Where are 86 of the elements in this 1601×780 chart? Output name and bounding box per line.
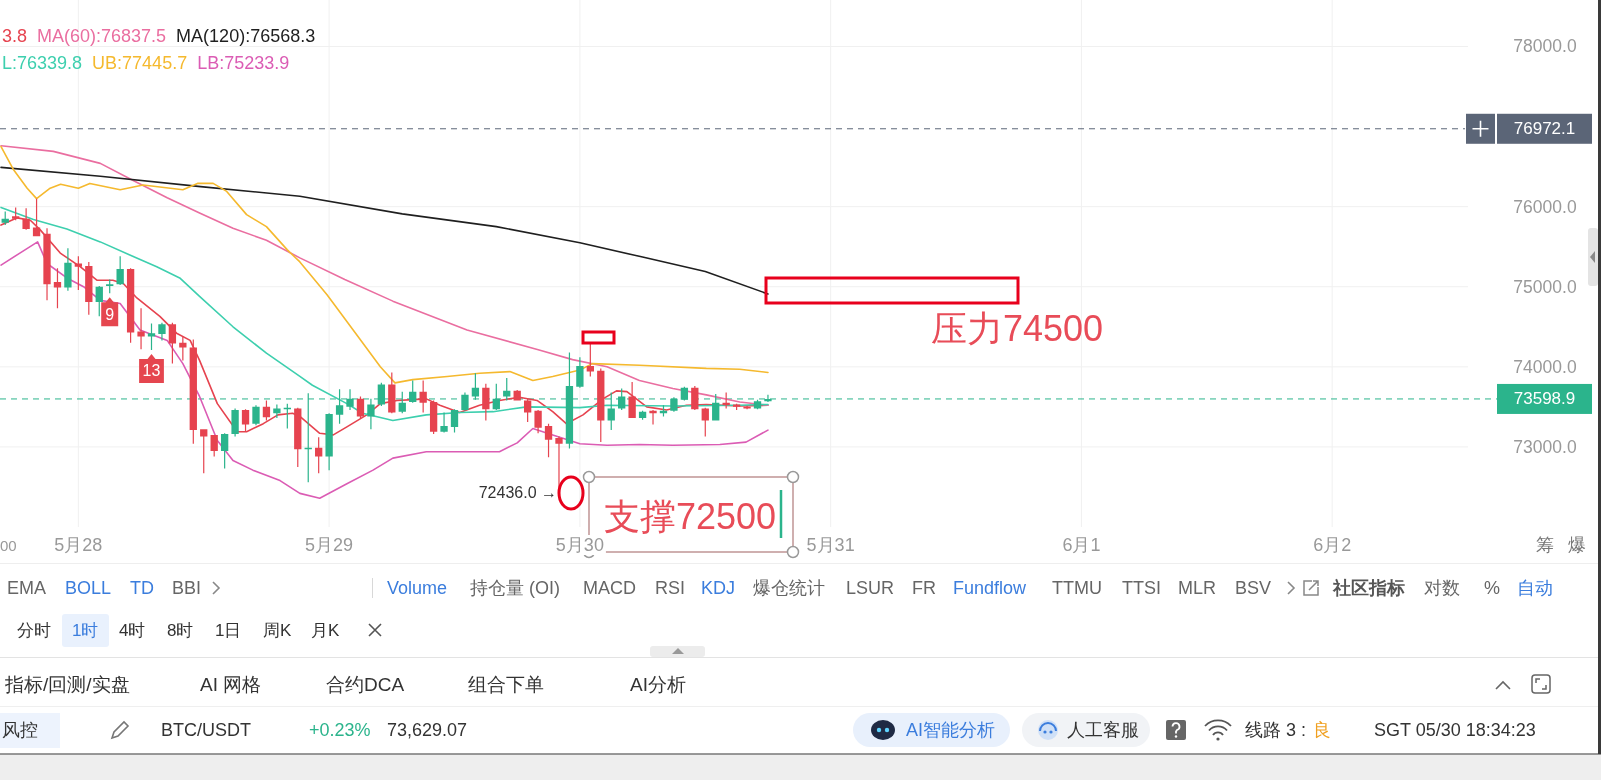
y-tick-label: 75000.0 <box>1513 276 1577 297</box>
y-tick-label: 78000.0 <box>1513 36 1577 57</box>
text: BOLL <box>65 578 112 598</box>
text: 分时 <box>17 620 51 640</box>
annotation: 9 <box>105 305 115 323</box>
text: 爆仓统计 <box>753 578 825 598</box>
text: 人工客服 <box>1067 720 1139 740</box>
candlestick <box>231 408 239 437</box>
text: 持仓量 (OI) <box>470 578 560 598</box>
ref-line-label: 76972.1 <box>1513 119 1576 139</box>
candlestick <box>482 383 490 421</box>
candlestick <box>43 228 51 301</box>
text: 月K <box>311 620 340 640</box>
text: Fundflow <box>953 578 1028 598</box>
candlestick <box>64 248 72 291</box>
candlestick <box>137 308 145 350</box>
text: % <box>1484 578 1501 598</box>
candlestick <box>732 403 741 411</box>
candlestick <box>325 413 333 471</box>
text: 00 <box>0 536 17 554</box>
text: AI智能分析 <box>906 720 996 740</box>
x-tick-label: 5月28 <box>54 535 103 555</box>
text: L:76339.8 <box>2 53 83 73</box>
annotation: 压力74500 <box>931 307 1104 349</box>
text: LB:75233.9 <box>197 53 290 73</box>
text: AI分析 <box>630 673 686 695</box>
text: AI 网格 <box>200 673 262 695</box>
text: SGT 05/30 18:34:23 <box>1374 720 1536 740</box>
text: TTSI <box>1122 578 1161 598</box>
x-tick-label: 5月30 <box>555 535 604 555</box>
candlestick <box>628 382 636 419</box>
text: 指标/回测/实盘 <box>4 673 130 695</box>
text: 自动 <box>1517 578 1553 598</box>
text: Volume <box>387 578 448 598</box>
candlestick <box>179 336 187 361</box>
text: RSI <box>655 578 686 598</box>
text: 1日 <box>215 620 242 640</box>
text: EMA <box>7 578 47 598</box>
y-tick-label: 76000.0 <box>1513 196 1577 217</box>
text: TTMU <box>1052 578 1102 598</box>
candlestick <box>252 405 260 426</box>
text: 爆 <box>1568 535 1586 555</box>
candlestick <box>649 410 657 425</box>
text: MACD <box>583 578 636 598</box>
text: MA(60):76837.5 <box>37 26 167 46</box>
text: BTC/USDT <box>161 720 251 740</box>
text: 筹 <box>1536 535 1554 555</box>
text: 周K <box>263 620 292 640</box>
text: KDJ <box>701 578 736 598</box>
y-tick-label: 74000.0 <box>1513 356 1577 377</box>
text: 73,629.07 <box>387 720 468 740</box>
candlestick <box>576 357 584 388</box>
text: FR <box>912 578 936 598</box>
text: 良 <box>1313 720 1331 740</box>
x-tick-label: 6月1 <box>1062 535 1101 555</box>
text: UB:77445.7 <box>92 53 188 73</box>
text: BBI <box>172 578 202 598</box>
text: 组合下单 <box>468 673 544 695</box>
text: 风控 <box>2 720 38 740</box>
text: BSV <box>1235 578 1272 598</box>
candlestick <box>534 410 542 434</box>
x-tick-label: 6月2 <box>1313 535 1352 555</box>
ref-line-label: 73598.9 <box>1513 389 1576 409</box>
text: 4时 <box>119 620 146 640</box>
candlestick <box>461 392 469 411</box>
text: 对数 <box>1424 578 1460 598</box>
text: 合约DCA <box>326 673 405 695</box>
text: MA(120):76568.3 <box>176 26 316 46</box>
text: 1时 <box>72 620 99 640</box>
text: 8时 <box>167 620 194 640</box>
text: TD <box>130 578 154 598</box>
annotation: 72436.0 → <box>478 483 557 501</box>
text: 社区指标 <box>1332 578 1405 598</box>
text: 线路 3 : <box>1245 720 1307 740</box>
text: MLR <box>1178 578 1217 598</box>
annotation: 13 <box>142 362 161 380</box>
x-tick-label: 5月31 <box>806 535 855 555</box>
candlestick <box>440 412 448 433</box>
candlestick <box>158 322 166 341</box>
annotation: 支撑72500 <box>604 495 777 537</box>
y-tick-label: 73000.0 <box>1513 436 1577 457</box>
text: 3.8 <box>2 26 28 46</box>
text: LSUR <box>846 578 895 598</box>
candlestick <box>273 404 281 419</box>
text: +0.23% <box>309 720 371 740</box>
x-tick-label: 5月29 <box>305 535 354 555</box>
